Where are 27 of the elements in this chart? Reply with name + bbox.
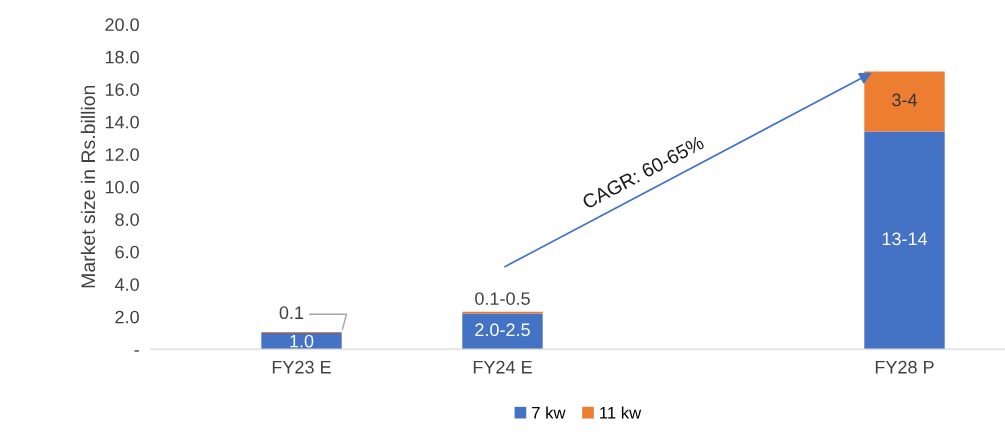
y-tick-label: 18.0 bbox=[105, 50, 139, 64]
legend-label: 11 kw bbox=[600, 406, 642, 419]
y-tick-label: 10.0 bbox=[105, 180, 139, 194]
y-tick-label: 6.0 bbox=[115, 245, 139, 259]
y-tick-label: 12.0 bbox=[105, 148, 139, 161]
bar bbox=[864, 131, 945, 350]
data-label: 2.0-2.5 bbox=[475, 323, 530, 337]
bar bbox=[261, 332, 342, 350]
y-tick-label: 20.0 bbox=[105, 18, 139, 32]
y-tick-label: 8.0 bbox=[115, 213, 139, 226]
data-label: 1.0 bbox=[290, 334, 314, 348]
data-label: 0.1 bbox=[279, 306, 304, 320]
x-tick-label: FY23 E bbox=[272, 360, 331, 374]
y-axis-title: Market size in Rs.billion bbox=[80, 85, 96, 288]
y-tick-label: 16.0 bbox=[105, 83, 139, 96]
data-label: 13-14 bbox=[882, 232, 928, 246]
data-label: 0.1-0.5 bbox=[475, 292, 530, 305]
y-tick-label: 4.0 bbox=[114, 278, 139, 291]
y-tick-label: 14.0 bbox=[105, 115, 139, 129]
bar bbox=[864, 71, 945, 132]
x-tick-label: FY24 E bbox=[473, 360, 532, 374]
legend-label: 7 kw bbox=[532, 406, 566, 419]
x-tick-label: FY28 P bbox=[875, 360, 934, 374]
y-tick-label: - bbox=[134, 350, 139, 352]
y-tick-label: 2.0 bbox=[115, 310, 139, 324]
data-label: 3-4 bbox=[892, 93, 918, 107]
bar bbox=[462, 313, 543, 350]
